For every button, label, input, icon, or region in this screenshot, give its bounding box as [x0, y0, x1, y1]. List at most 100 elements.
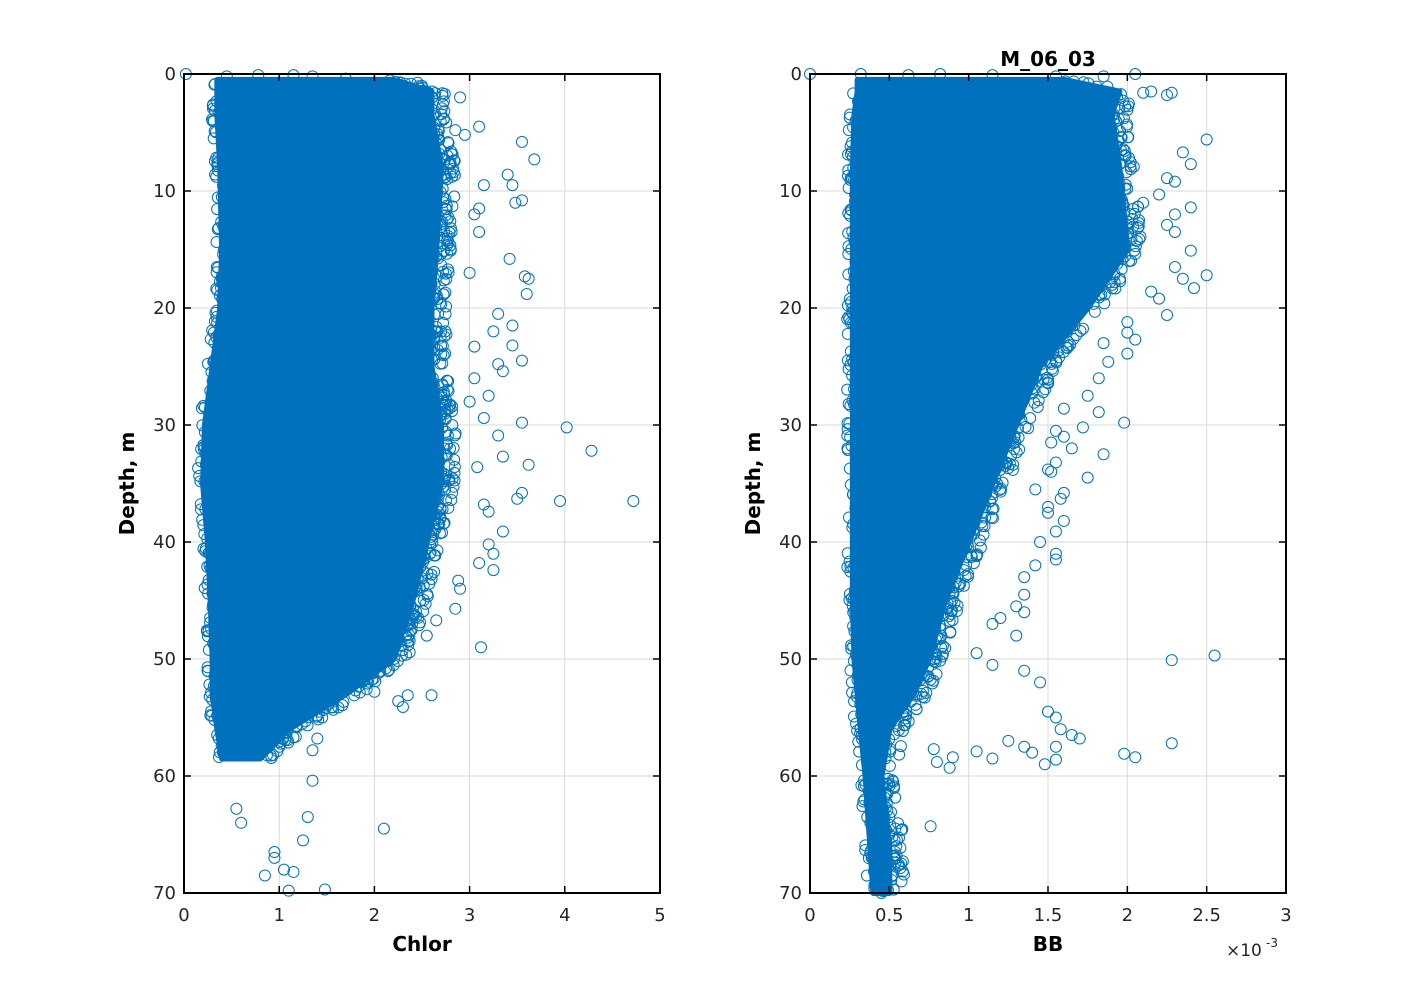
- bb-cloud-point: [1029, 370, 1042, 383]
- bb-cloud-point: [1031, 401, 1044, 414]
- bb-cloud-point: [1041, 371, 1054, 384]
- chlor-data-point: [301, 810, 314, 823]
- chlor-data-point: [506, 179, 519, 192]
- chlor-cloud-point: [402, 590, 415, 603]
- bb-data-point: [1034, 536, 1047, 548]
- chlor-data-point: [463, 266, 476, 279]
- bb-cloud-point: [1042, 377, 1055, 390]
- bb-cloud-point: [880, 824, 893, 837]
- bb-cloud-point: [841, 423, 854, 436]
- bb-data-point: [927, 743, 940, 756]
- bb-cloud-point: [850, 690, 863, 703]
- bb-cloud-point: [986, 512, 999, 525]
- bb-cloud-point: [1000, 457, 1013, 470]
- chlor-cloud-point: [423, 330, 436, 343]
- bb-cloud-point: [957, 579, 970, 592]
- chlor-y-axis-label: Depth, m: [115, 432, 139, 536]
- chlor-cloud-point: [210, 304, 223, 317]
- bb-cloud-point: [846, 353, 859, 366]
- bb-cloud-point: [851, 724, 864, 737]
- chlor-cloud-point: [211, 160, 224, 173]
- bb-data-point: [1065, 729, 1078, 742]
- bb-cloud-point: [1093, 288, 1106, 301]
- bb-data-point: [1137, 86, 1150, 99]
- bb-cloud-point: [847, 654, 860, 667]
- chlor-cloud-point: [290, 714, 303, 727]
- bb-cloud-point: [1052, 344, 1065, 357]
- chlor-data-point: [492, 429, 505, 442]
- bb-cloud-point: [995, 440, 1008, 453]
- bb-cloud-point: [843, 555, 856, 568]
- bb-cloud-point: [845, 592, 858, 605]
- bb-data-point: [867, 799, 880, 812]
- bb-cloud-point: [872, 766, 885, 779]
- bb-cloud-point: [1122, 131, 1135, 144]
- bb-cloud-point: [979, 488, 992, 501]
- chlor-cloud-point: [425, 530, 438, 543]
- bb-cloud-point: [962, 568, 975, 581]
- bb-cloud-point: [880, 738, 893, 751]
- chlor-cloud-point: [403, 612, 416, 625]
- chlor-cloud-point: [213, 289, 226, 302]
- bb-cloud-point: [848, 604, 861, 617]
- bb-cloud-point: [844, 172, 857, 185]
- bb-cloud-point: [965, 530, 978, 543]
- chlor-data-point: [560, 421, 573, 434]
- bb-cloud-point: [875, 800, 888, 813]
- bb-cloud-point: [1074, 324, 1087, 337]
- chlor-cloud-point: [217, 220, 230, 233]
- bb-cloud-point: [842, 207, 855, 220]
- chlor-cloud-point: [445, 493, 458, 506]
- bb-cloud-point: [937, 609, 950, 622]
- bb-data-point: [1168, 261, 1181, 274]
- chlor-cloud-point: [197, 519, 210, 532]
- chlor-cloud-point: [295, 718, 308, 731]
- bb-cloud-point: [915, 658, 928, 671]
- chlor-data-point: [477, 498, 490, 511]
- bb-cloud-point: [845, 639, 858, 652]
- chlor-data-point: [522, 272, 535, 285]
- bb-data-point: [1102, 355, 1115, 368]
- chlor-cloud-point: [435, 325, 448, 338]
- bb-cloud-point: [947, 581, 960, 594]
- chlor-y-tick-label: 70: [153, 883, 176, 904]
- chlor-cloud-point: [423, 328, 436, 341]
- chlor-data-point: [522, 458, 535, 471]
- chlor-cloud-point: [203, 560, 216, 573]
- chlor-cloud-point: [202, 625, 215, 638]
- chlor-cloud-point: [431, 492, 444, 505]
- chlor-cloud-point: [204, 400, 217, 413]
- chlor-cloud-point: [260, 749, 273, 762]
- chlor-cloud-point: [437, 274, 450, 287]
- chlor-cloud-point: [208, 336, 221, 349]
- bb-cloud-point: [948, 566, 961, 579]
- chlor-data-point: [468, 372, 481, 385]
- chlor-cloud-point: [429, 422, 442, 435]
- chlor-data-point: [230, 802, 243, 815]
- chlor-cloud-point: [438, 470, 451, 483]
- bb-cloud-point: [1114, 88, 1127, 101]
- bb-cloud-point: [1105, 121, 1118, 134]
- bb-cloud-point: [869, 864, 882, 877]
- bb-cloud-point: [1129, 247, 1142, 260]
- chlor-cloud-point: [201, 357, 214, 370]
- bb-cloud-point: [849, 569, 862, 582]
- bb-data-point: [1081, 389, 1094, 402]
- chlor-cloud-point: [416, 564, 429, 577]
- bb-cloud-point: [854, 727, 867, 740]
- bb-cloud-point: [853, 745, 866, 758]
- bb-cloud-point: [843, 594, 856, 607]
- bb-cloud-point: [925, 639, 938, 652]
- bb-data-point: [1176, 146, 1189, 159]
- chlor-data-point: [220, 70, 233, 83]
- bb-cloud-point: [899, 712, 912, 725]
- chlor-outlier-points: [179, 68, 640, 897]
- chlor-cloud-point: [204, 384, 217, 397]
- bb-cloud-point: [841, 417, 854, 430]
- chlor-data-point: [306, 70, 319, 83]
- chlor-cloud-point: [434, 185, 447, 198]
- chlor-cloud-point: [442, 375, 455, 388]
- chlor-data-point: [430, 614, 443, 627]
- chlor-cloud-point: [211, 203, 224, 216]
- bb-cloud-point: [977, 528, 990, 541]
